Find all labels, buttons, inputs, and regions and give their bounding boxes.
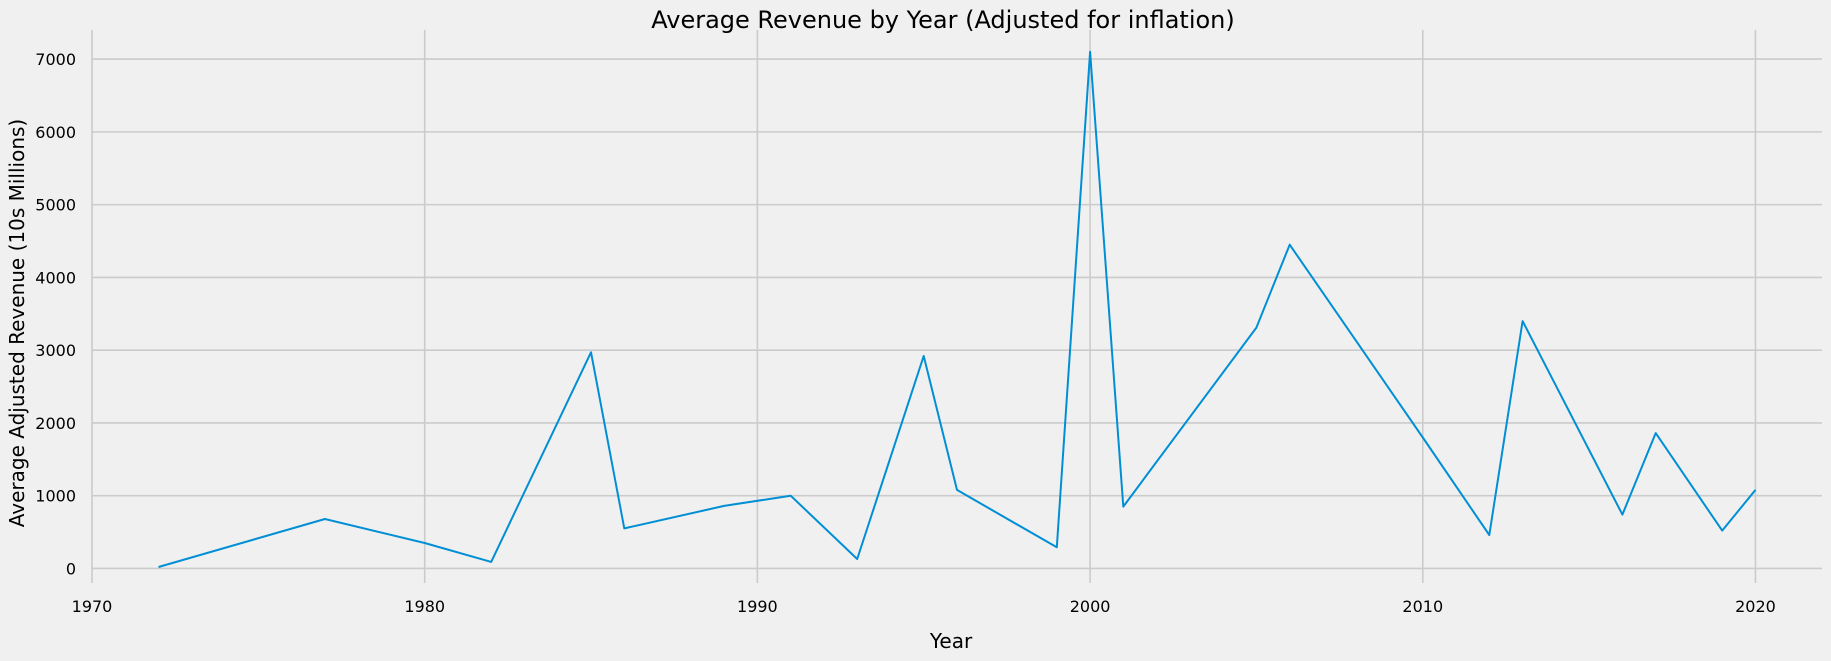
y-tick-label: 7000 <box>35 50 76 69</box>
y-tick-label: 6000 <box>35 123 76 142</box>
x-tick-label: 1990 <box>737 597 778 616</box>
x-tick-label: 2010 <box>1402 597 1443 616</box>
y-tick-label: 5000 <box>35 196 76 215</box>
series-layer <box>158 50 1757 568</box>
x-tick-label: 2000 <box>1070 597 1111 616</box>
y-tick-label: 3000 <box>35 341 76 360</box>
y-tick-label: 0 <box>66 559 76 578</box>
chart-title: Average Revenue by Year (Adjusted for in… <box>651 6 1235 34</box>
y-tick-label: 4000 <box>35 268 76 287</box>
x-tick-label: 2020 <box>1735 597 1776 616</box>
grid-layer <box>91 30 1822 583</box>
y-axis-label: Average Adjusted Revenue (10s Millions) <box>5 119 29 527</box>
x-tick-label: 1980 <box>404 597 445 616</box>
series-line <box>158 50 1757 568</box>
x-tick-label: 1970 <box>72 597 113 616</box>
y-tick-label: 2000 <box>35 414 76 433</box>
tick-labels: 1970 1980 1990 2000 2010 2020 0 1000 2000 3000 400… <box>35 50 1776 616</box>
y-tick-label: 1000 <box>35 487 76 506</box>
x-axis-label: Year <box>929 629 973 653</box>
